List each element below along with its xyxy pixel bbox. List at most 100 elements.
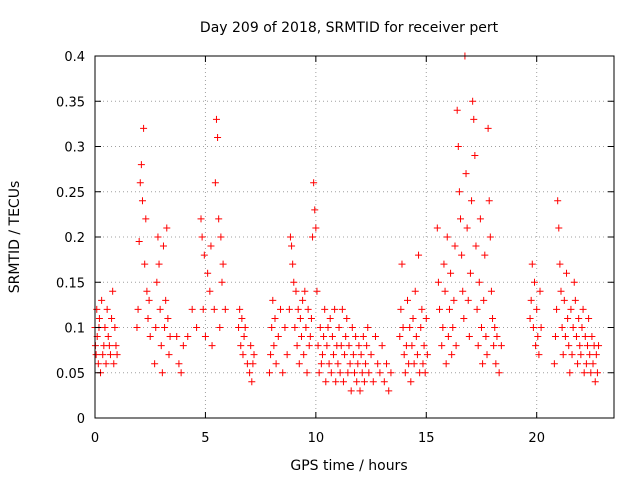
data-point xyxy=(217,233,225,241)
data-point xyxy=(449,324,457,331)
data-point xyxy=(457,215,465,223)
data-point xyxy=(218,278,226,286)
data-point xyxy=(157,342,165,350)
data-point xyxy=(422,314,430,322)
data-point xyxy=(571,296,579,304)
data-point xyxy=(286,233,294,241)
data-point xyxy=(463,224,471,232)
data-point xyxy=(385,387,393,395)
data-point xyxy=(135,238,143,246)
data-point xyxy=(570,278,578,286)
data-point xyxy=(569,324,577,331)
data-point xyxy=(396,333,404,341)
data-point xyxy=(433,224,441,232)
y-axis-label: SRMTID / TECUs xyxy=(7,181,23,294)
data-point xyxy=(482,333,490,341)
data-point xyxy=(164,314,172,322)
data-point xyxy=(554,197,562,205)
data-point xyxy=(363,342,371,350)
data-point xyxy=(475,278,483,286)
data-point xyxy=(479,360,487,368)
data-point xyxy=(106,351,114,359)
data-point xyxy=(580,369,588,377)
data-point xyxy=(345,342,353,350)
data-point xyxy=(325,360,333,368)
data-point xyxy=(272,360,280,368)
data-point xyxy=(197,215,205,223)
chart-title: Day 209 of 2018, SRMTID for receiver per… xyxy=(200,20,499,36)
data-point xyxy=(566,369,574,377)
data-point xyxy=(462,170,470,178)
data-point xyxy=(444,333,452,341)
data-point xyxy=(360,378,368,386)
data-point xyxy=(159,242,167,250)
data-point xyxy=(364,324,372,331)
data-point xyxy=(445,305,453,313)
data-point xyxy=(300,351,308,359)
data-point xyxy=(441,287,449,295)
data-point xyxy=(486,233,494,241)
data-point xyxy=(327,369,335,377)
data-point xyxy=(294,305,302,313)
data-point xyxy=(534,333,542,341)
data-point xyxy=(453,106,461,114)
data-point xyxy=(304,305,312,313)
data-point xyxy=(464,296,472,304)
x-tick-label: 20 xyxy=(528,431,545,446)
data-point xyxy=(239,351,247,359)
data-point xyxy=(380,378,388,386)
data-point xyxy=(317,360,325,368)
data-point xyxy=(468,197,476,205)
data-point xyxy=(442,360,450,368)
data-point xyxy=(483,351,491,359)
data-point xyxy=(211,179,219,187)
data-point xyxy=(166,333,174,341)
data-point xyxy=(492,360,500,368)
data-point xyxy=(295,360,303,368)
data-point xyxy=(246,369,254,377)
data-point xyxy=(312,224,320,232)
data-point xyxy=(302,324,310,331)
data-point xyxy=(113,351,121,359)
data-point xyxy=(156,305,164,313)
data-point xyxy=(271,314,279,322)
data-point xyxy=(235,324,243,331)
data-point xyxy=(369,378,377,386)
data-point xyxy=(305,342,313,350)
data-point xyxy=(472,242,480,250)
data-point xyxy=(206,287,214,295)
data-point xyxy=(550,360,558,368)
data-point xyxy=(92,351,100,359)
data-point xyxy=(338,305,346,313)
data-point xyxy=(165,351,173,359)
data-point xyxy=(567,305,575,313)
y-tick-label: 0.1 xyxy=(64,322,85,337)
data-point xyxy=(593,369,601,377)
data-point xyxy=(397,305,405,313)
data-point xyxy=(145,296,153,304)
data-point xyxy=(443,233,451,241)
data-point xyxy=(582,360,590,368)
y-tick-label: 0.05 xyxy=(56,367,85,382)
y-tick-label: 0.4 xyxy=(64,50,85,65)
data-point xyxy=(583,342,591,350)
data-point xyxy=(565,342,573,350)
data-point xyxy=(376,369,384,377)
data-point xyxy=(162,296,170,304)
data-point xyxy=(324,324,332,331)
x-tick-label: 15 xyxy=(418,431,435,446)
data-point xyxy=(344,369,352,377)
data-point xyxy=(436,305,444,313)
data-point xyxy=(210,305,218,313)
data-point xyxy=(447,269,455,277)
data-point xyxy=(208,342,216,350)
data-point xyxy=(161,324,169,331)
data-point xyxy=(153,278,161,286)
data-point xyxy=(484,124,492,132)
data-point xyxy=(311,206,319,214)
data-point xyxy=(458,251,466,259)
data-point xyxy=(564,314,572,322)
data-point xyxy=(434,278,442,286)
